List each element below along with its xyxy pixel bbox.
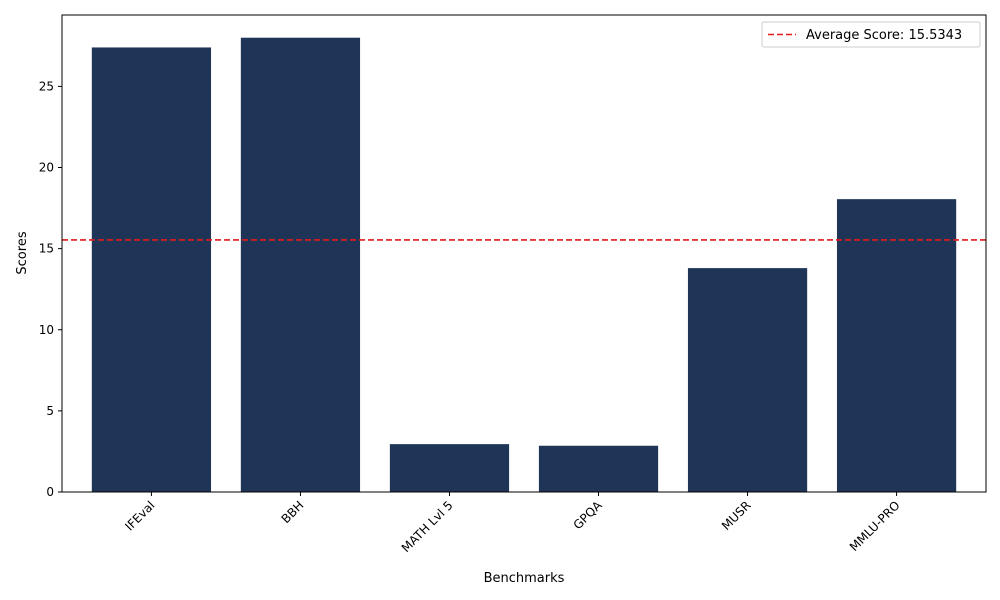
legend-average-label: Average Score: 15.5343 <box>806 28 962 43</box>
x-tick-label: MMLU-PRO <box>847 498 903 554</box>
y-tick-label: 25 <box>39 79 54 93</box>
legend: Average Score: 15.5343 <box>761 21 981 48</box>
x-tick-label: IFEval <box>122 498 157 533</box>
bar-math-lvl-5 <box>389 444 510 492</box>
y-tick-label: 20 <box>39 161 54 175</box>
y-tick-label: 10 <box>39 323 54 337</box>
bars-group <box>91 37 957 493</box>
x-tick-label: BBH <box>279 498 307 526</box>
x-tick-label: MATH Lvl 5 <box>399 498 456 555</box>
bar-musr <box>687 268 808 492</box>
plot-frame <box>61 14 987 493</box>
x-axis-label: Benchmarks <box>484 571 565 586</box>
y-axis-ticks: 0 5 10 15 20 25 <box>39 79 62 499</box>
y-axis-label: Scores <box>15 231 30 274</box>
bar-bbh <box>240 37 361 492</box>
x-tick-label: GPQA <box>571 498 606 533</box>
y-tick-label: 5 <box>46 404 54 418</box>
bar-ifeval <box>91 47 212 493</box>
bar-mmlu-pro <box>836 199 957 493</box>
legend-box <box>761 21 981 48</box>
x-tick-label: MUSR <box>719 498 754 533</box>
x-axis-ticks: IFEval BBH MATH Lvl 5 GPQA MUSR MMLU-PRO <box>122 492 903 555</box>
y-tick-label: 15 <box>39 242 54 256</box>
bar-gpqa <box>538 445 659 492</box>
y-tick-label: 0 <box>46 485 54 499</box>
